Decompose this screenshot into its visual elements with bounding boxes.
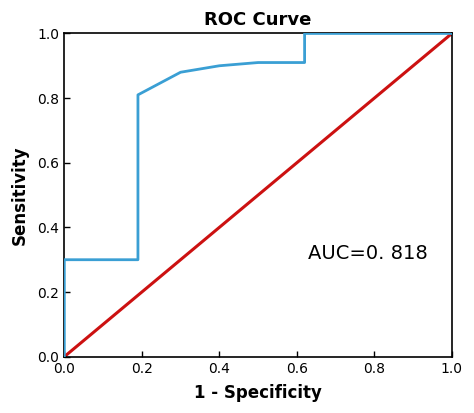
Y-axis label: Sensitivity: Sensitivity: [11, 145, 29, 245]
Title: ROC Curve: ROC Curve: [204, 11, 312, 29]
X-axis label: 1 - Specificity: 1 - Specificity: [194, 384, 322, 402]
Text: AUC=0. 818: AUC=0. 818: [309, 244, 428, 263]
